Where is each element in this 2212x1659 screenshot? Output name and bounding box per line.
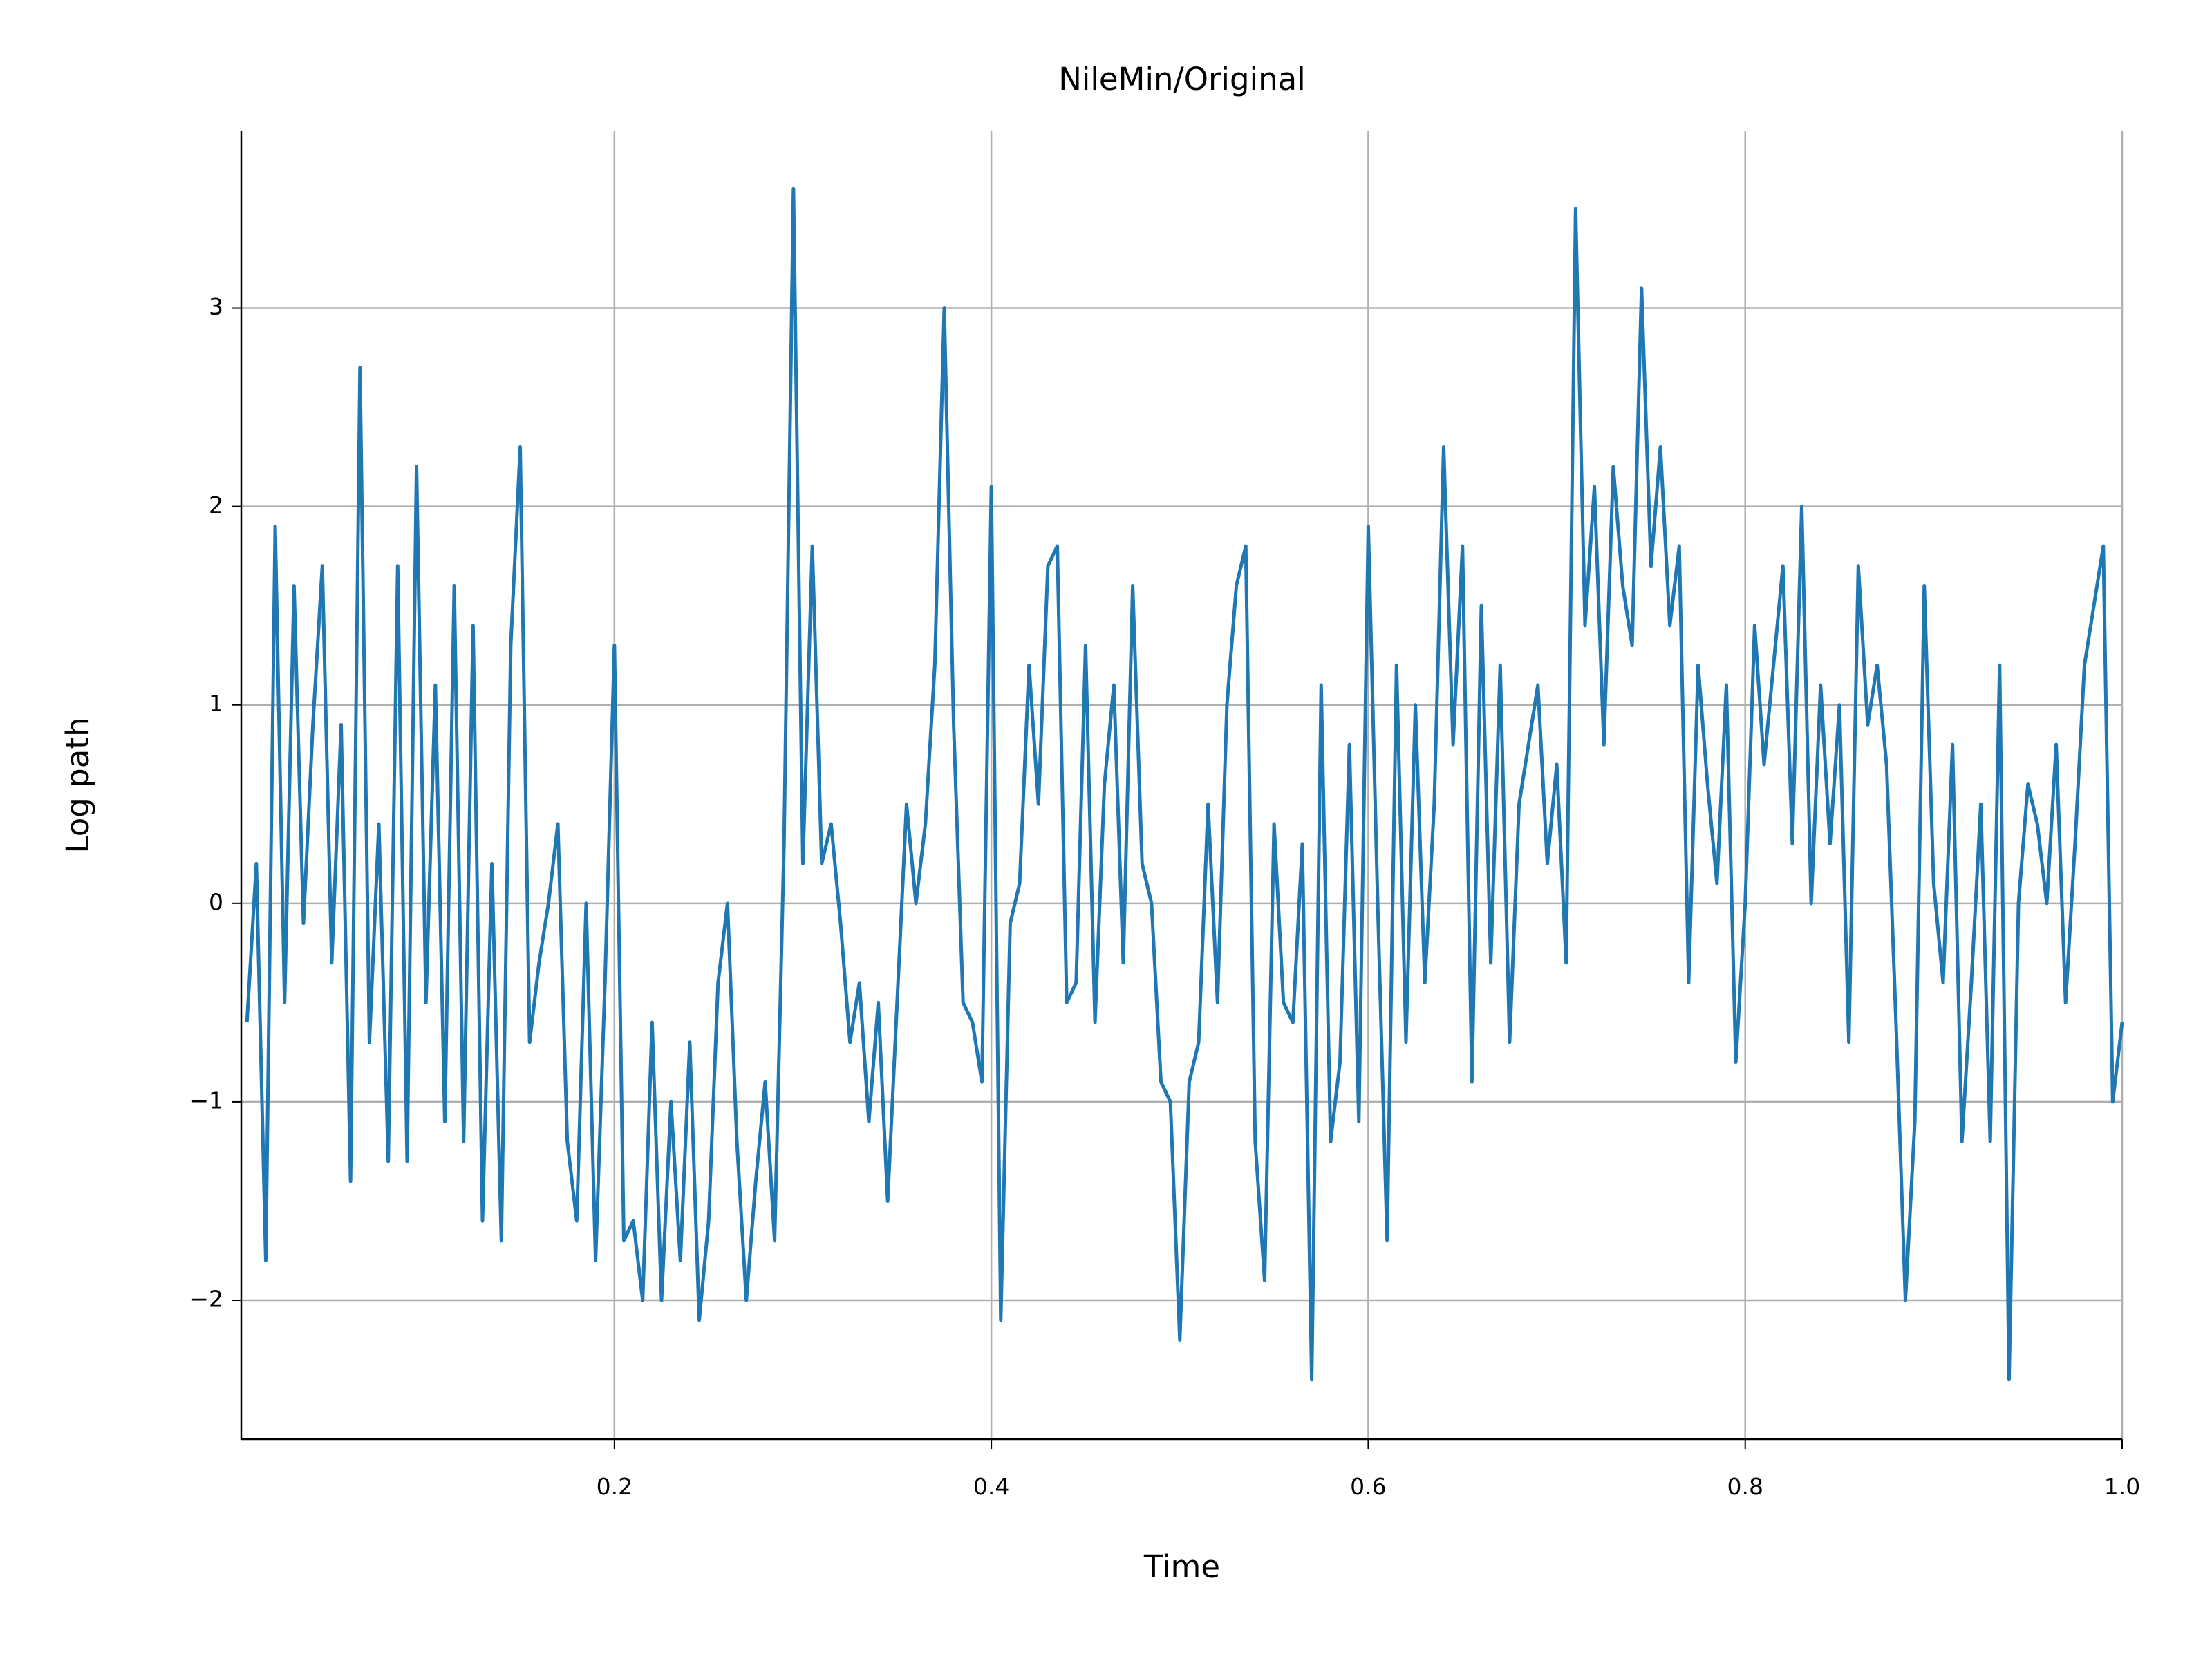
y-tick-label: −2 [189, 1286, 223, 1313]
x-tick-label: 1.0 [2104, 1473, 2140, 1500]
x-axis-label: Time [1143, 1548, 1220, 1585]
y-tick-label: −1 [189, 1087, 223, 1114]
y-tick-label: 0 [209, 888, 223, 915]
chart-title: NileMin/Original [1058, 61, 1305, 97]
x-tick-label: 0.4 [973, 1473, 1009, 1500]
x-tick-label: 0.2 [597, 1473, 632, 1500]
x-tick-label: 0.8 [1727, 1473, 1763, 1500]
y-tick-label: 1 [209, 690, 223, 717]
x-tick-label: 0.6 [1350, 1473, 1386, 1500]
y-axis-label: Log path [59, 718, 96, 854]
y-tick-label: 3 [209, 293, 223, 320]
y-tick-label: 2 [209, 491, 223, 518]
data-line [245, 187, 2124, 1382]
